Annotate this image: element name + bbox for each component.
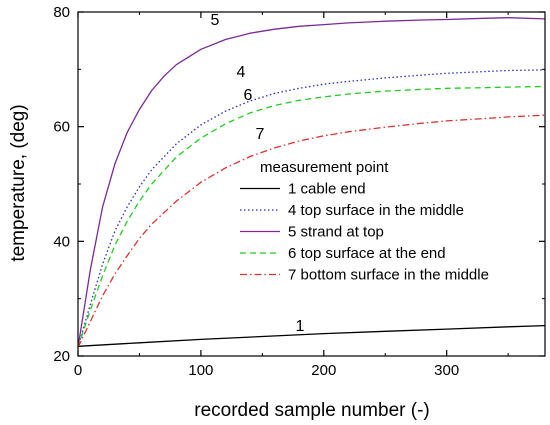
series-line-6: [77, 85, 546, 348]
series-line-5: [77, 17, 546, 348]
x-axis-title: recorded sample number (-): [194, 400, 429, 421]
x-tick-label: 0: [74, 362, 82, 379]
y-tick-label: 80: [53, 4, 70, 21]
axes: 0 100 200 300 20 40 60 80: [53, 4, 546, 379]
y-axis-title: temperature, (deg): [8, 104, 29, 261]
curve-label-6: 6: [244, 87, 253, 104]
y-tick-label: 60: [53, 119, 70, 136]
legend-entry-6: 6 top surface at the end: [288, 245, 446, 262]
x-tick-label: 300: [434, 362, 459, 379]
curve-label-5: 5: [211, 12, 220, 29]
x-tick-label: 100: [188, 362, 213, 379]
curve-labels: 1 4 5 6 7: [211, 12, 305, 335]
curve-label-4: 4: [237, 64, 246, 81]
series-line-7: [77, 114, 546, 348]
legend: measurement point 1 cable end 4 top surfac…: [240, 159, 489, 284]
y-tick-label: 20: [53, 348, 70, 365]
y-tick-label: 40: [53, 233, 70, 250]
series-line-1: [77, 324, 546, 347]
x-tick-label: 200: [311, 362, 336, 379]
legend-entry-4: 4 top surface in the middle: [288, 202, 464, 219]
curve-label-1: 1: [296, 318, 305, 335]
legend-entry-5: 5 strand at top: [288, 224, 384, 241]
legend-entry-1: 1 cable end: [288, 181, 366, 198]
legend-entry-7: 7 bottom surface in the middle: [288, 267, 489, 284]
legend-title: measurement point: [260, 159, 389, 176]
curve-label-7: 7: [256, 126, 265, 143]
plot-area: [77, 17, 546, 348]
